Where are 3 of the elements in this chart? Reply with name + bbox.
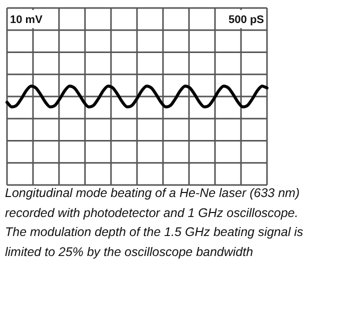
text: Longitudinal mode beating of a He-Ne laser (633 nm) recorded with photodetector and 1 GHz oscilloscope. The modulation depth of the 1.5 GHz beating signal is limited to 25% by the oscilloscope bandwidth	[5, 185, 304, 261]
text: 10 mV	[10, 14, 44, 26]
text: 500 pS	[228, 14, 264, 26]
